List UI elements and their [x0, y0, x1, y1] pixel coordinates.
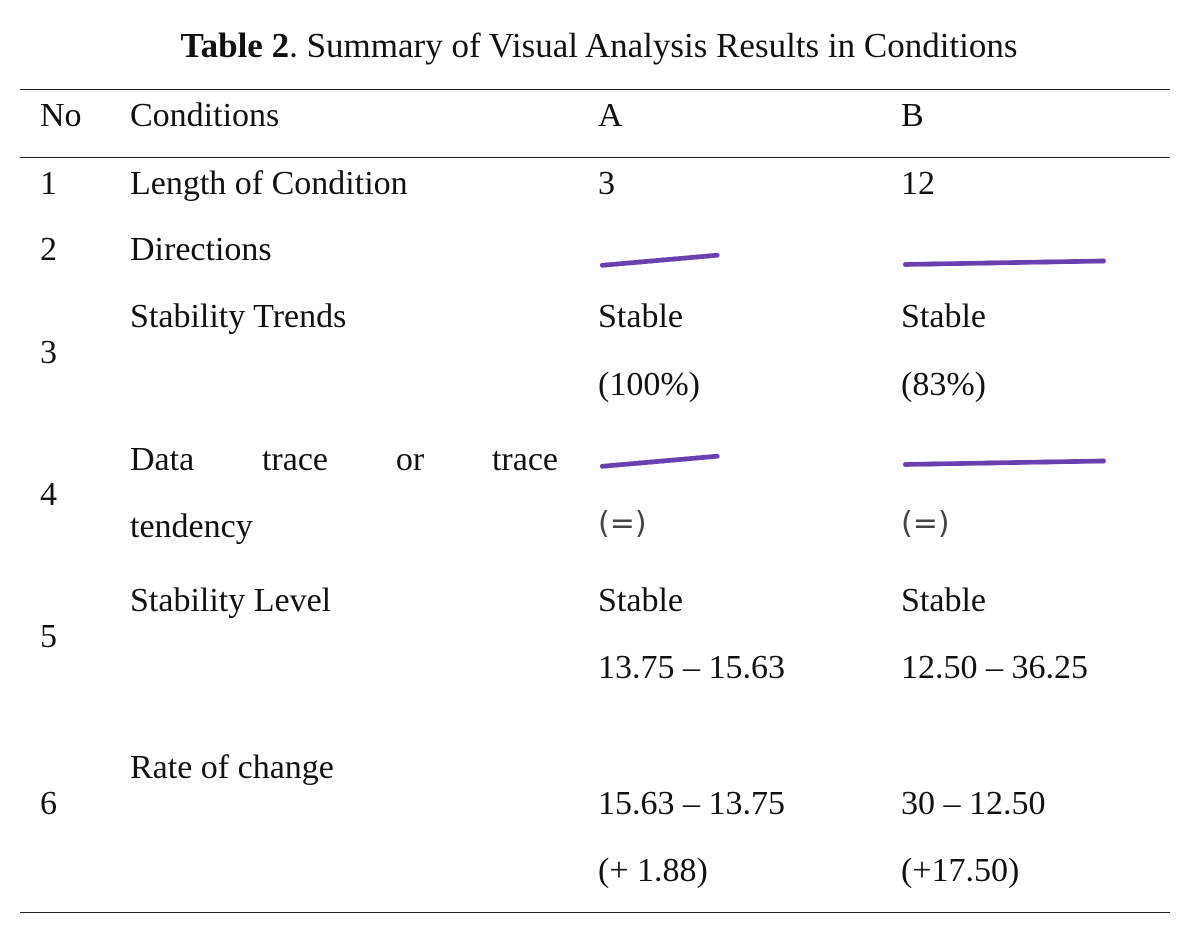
condition-label: Rate of change	[130, 749, 334, 786]
bottom-rule	[20, 912, 1170, 913]
row-number: 1	[40, 165, 57, 202]
top-rule	[20, 89, 1170, 90]
condition-label: Stability Level	[130, 582, 332, 619]
upward-trend-line-icon	[599, 252, 720, 268]
value-a: 3	[598, 165, 615, 202]
condition-label-line2: tendency	[130, 508, 253, 545]
condition-label: Length of Condition	[130, 165, 408, 202]
header-a: A	[598, 97, 623, 134]
upward-trend-line-icon	[902, 458, 1107, 467]
header-no: No	[40, 97, 82, 134]
value-a-line2: 13.75 – 15.63	[598, 649, 785, 686]
table-caption: Table 2. Summary of Visual Analysis Resu…	[0, 26, 1198, 66]
row-number: 2	[40, 231, 57, 268]
header-conditions: Conditions	[130, 97, 280, 134]
row-number: 4	[40, 476, 57, 513]
condition-label: Stability Trends	[130, 298, 347, 335]
value-b-line2: 12.50 – 36.25	[901, 649, 1088, 686]
upward-trend-line-icon	[599, 453, 720, 469]
upward-trend-line-icon	[902, 258, 1107, 267]
value-b-line1: Stable	[901, 582, 986, 619]
value-a-line1: Stable	[598, 298, 683, 335]
row-number: 3	[40, 334, 57, 371]
value-b-line1: Stable	[901, 298, 986, 335]
row-number: 5	[40, 618, 57, 655]
condition-word: trace	[261, 441, 329, 478]
value-a-line1: Stable	[598, 582, 683, 619]
condition-word: or	[395, 441, 425, 478]
row-number: 6	[40, 785, 57, 822]
header-rule	[20, 157, 1170, 158]
equal-mark-b: (=)	[901, 506, 950, 541]
value-a-line1: 15.63 – 13.75	[598, 785, 785, 822]
header-b: B	[901, 97, 924, 134]
caption-text: . Summary of Visual Analysis Results in …	[289, 26, 1018, 65]
condition-word: Data	[130, 441, 195, 478]
condition-label-line1: Data trace or trace	[130, 440, 558, 480]
value-b-line1: 30 – 12.50	[901, 785, 1046, 822]
value-b: 12	[901, 165, 935, 202]
condition-label: Directions	[130, 231, 272, 268]
value-a-line2: (100%)	[598, 366, 700, 403]
caption-label: Table 2	[180, 26, 290, 65]
condition-word: trace	[491, 441, 558, 478]
value-a-line2: (+ 1.88)	[598, 852, 708, 889]
equal-mark-a: (=)	[598, 506, 647, 541]
value-b-line2: (+17.50)	[901, 852, 1020, 889]
value-b-line2: (83%)	[901, 366, 986, 403]
